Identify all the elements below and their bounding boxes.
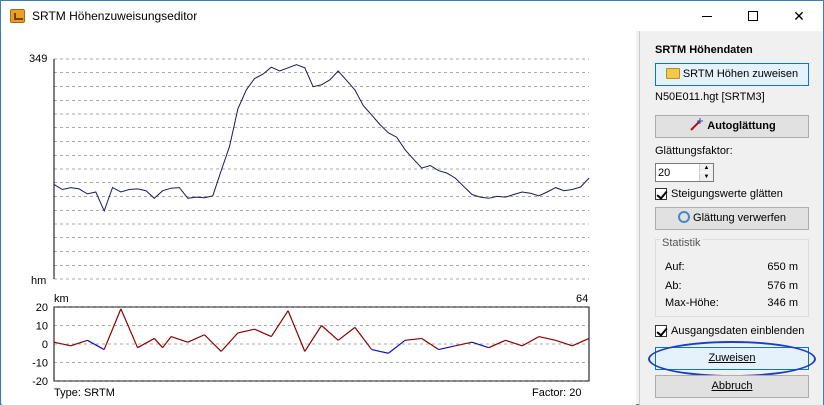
chart-panel: 349 hm km 64 20 10 0 -10 -20 Type: SRTM Fact… — [2, 31, 636, 405]
slope-segment — [137, 337, 155, 349]
slope-segment — [438, 345, 456, 351]
app-icon — [10, 9, 25, 23]
slope-segment — [170, 336, 188, 343]
maximize-button[interactable] — [730, 1, 776, 31]
cancel-button[interactable]: Abbruch — [655, 375, 809, 398]
slope-segment — [103, 308, 122, 350]
slope-tick-label: 0 — [42, 339, 48, 351]
y-unit-label: hm — [31, 275, 47, 287]
slope-segment — [421, 337, 439, 351]
slope-segment — [388, 339, 406, 354]
file-label: N50E011.hgt [SRTM3] — [655, 91, 765, 103]
y-max-label: 349 — [29, 53, 48, 65]
slope-segment — [337, 326, 356, 341]
elevation-chart[interactable] — [2, 31, 636, 301]
show-source-label: Ausgangsdaten einblenden — [671, 325, 805, 337]
slope-segment — [120, 308, 139, 348]
slope-segment — [321, 325, 339, 341]
srtm-heading: SRTM Höhendaten — [655, 44, 753, 56]
smooth-slope-checkbox[interactable] — [655, 188, 667, 200]
factor-label: Factor: 20 — [532, 387, 582, 399]
discard-smoothing-label: Glättung verwerfen — [693, 212, 786, 224]
slope-segment — [270, 310, 289, 337]
slope-chart[interactable]: 20 10 0 -10 -20 — [2, 299, 636, 389]
slope-segment — [538, 336, 556, 341]
stat-value-down: 576 m — [767, 280, 798, 292]
slope-segment — [555, 339, 573, 347]
slope-segment — [153, 338, 164, 349]
autosmooth-label: Autoglättung — [707, 120, 776, 132]
slope-segment — [521, 336, 540, 347]
slope-segment — [187, 334, 205, 343]
highlight-ellipse — [648, 341, 816, 377]
close-icon: ✕ — [793, 8, 805, 24]
discard-smoothing-button[interactable]: Glättung verwerfen — [655, 207, 809, 230]
show-source-checkbox[interactable] — [655, 325, 667, 337]
slope-segment — [505, 339, 523, 347]
slope-segment — [204, 334, 222, 352]
slope-segment — [162, 336, 172, 349]
assign-srtm-label: SRTM Höhen zuweisen — [682, 68, 799, 80]
close-button[interactable]: ✕ — [776, 1, 822, 31]
stat-value-up: 650 m — [767, 261, 798, 273]
slope-segment — [254, 328, 272, 338]
slope-tick-label: -10 — [32, 358, 48, 370]
minimize-icon — [702, 16, 712, 17]
assign-srtm-button[interactable]: SRTM Höhen zuweisen — [655, 63, 809, 86]
side-panel: SRTM Höhendaten SRTM Höhen zuweisen N50E… — [639, 31, 823, 405]
stat-key-down: Ab: — [665, 280, 682, 292]
slope-segment — [405, 337, 422, 341]
x-max-label: 64 — [576, 293, 589, 305]
slope-segment — [304, 325, 323, 352]
slope-tick-label: 20 — [36, 302, 48, 314]
slope-segment — [237, 328, 255, 334]
stat-key-max: Max-Höhe: — [665, 297, 719, 309]
smooth-slope-label: Steigungswerte glätten — [671, 188, 783, 200]
smoothing-factor-input[interactable] — [658, 165, 698, 180]
slope-segment — [572, 337, 590, 347]
statistics-title: Statistik — [660, 237, 703, 249]
slope-segment — [488, 339, 506, 349]
slope-segment — [287, 310, 306, 352]
title-bar[interactable]: SRTM Höhenzuweisungseditor ✕ — [1, 1, 823, 31]
slope-segment — [53, 341, 71, 347]
slope-tick-label: 10 — [36, 321, 48, 333]
slope-segment — [371, 348, 389, 354]
slope-segment — [455, 341, 473, 347]
folder-icon — [665, 68, 680, 79]
slope-segment — [220, 332, 239, 352]
magic-wand-icon — [690, 118, 704, 131]
smoothing-factor-stepper[interactable]: ▲ ▼ — [655, 163, 714, 182]
slope-segment — [87, 339, 105, 351]
slope-segment — [471, 341, 489, 349]
minimize-button[interactable] — [684, 1, 730, 31]
statistics-group — [655, 239, 809, 317]
smoothing-factor-label: Glättungsfaktor: — [655, 145, 733, 157]
slope-segment — [354, 326, 373, 350]
autosmooth-button[interactable]: Autoglättung — [655, 115, 809, 138]
stepper-up-icon[interactable]: ▲ — [699, 164, 713, 172]
stepper-down-icon[interactable]: ▼ — [699, 173, 713, 181]
slope-tick-label: -20 — [32, 376, 48, 388]
elevation-line — [53, 64, 590, 213]
window-title: SRTM Höhenzuweisungseditor — [32, 9, 198, 23]
slope-segment — [70, 339, 88, 347]
type-label: Type: SRTM — [54, 387, 115, 399]
stat-value-max: 346 m — [767, 297, 798, 309]
refresh-icon — [678, 211, 691, 223]
cancel-label: Abbruch — [711, 380, 753, 392]
x-unit-label: km — [54, 293, 69, 305]
maximize-icon — [748, 11, 758, 21]
stat-key-up: Auf: — [665, 261, 685, 273]
